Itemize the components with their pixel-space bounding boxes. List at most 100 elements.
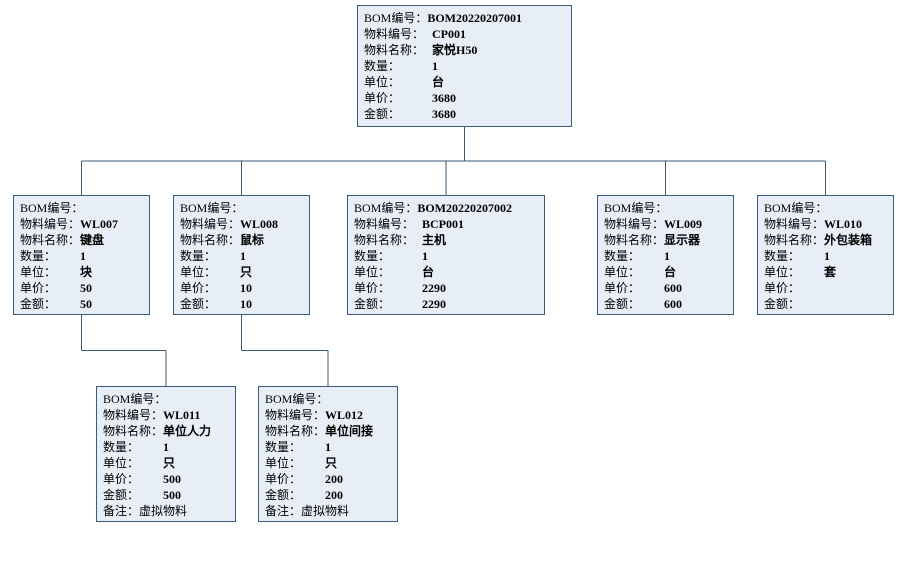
label-amount: 金额： (103, 487, 139, 503)
bom-node-l2-1: BOM编号： 物料编号：WL008 物料名称：鼠标 数量：1 单位：只 单价：1… (173, 195, 310, 315)
label-bom-no: BOM编号： (604, 200, 667, 216)
label-price: 单价： (764, 280, 800, 296)
val-mat-no: WL010 (824, 216, 862, 232)
bom-node-l2-3: BOM编号： 物料编号：WL009 物料名称：显示器 数量：1 单位：台 单价：… (597, 195, 734, 315)
val-price: 3680 (400, 90, 456, 106)
label-amount: 金额： (265, 487, 301, 503)
val-unit: 只 (216, 264, 252, 280)
label-amount: 金额： (180, 296, 216, 312)
label-unit: 单位： (364, 74, 400, 90)
val-mat-no: WL008 (240, 216, 278, 232)
val-mat-name: 鼠标 (240, 232, 264, 248)
label-unit: 单位： (604, 264, 640, 280)
label-bom-no: BOM编号： (103, 391, 166, 407)
val-qty: 1 (390, 248, 428, 264)
label-mat-no: 物料编号： (764, 216, 824, 232)
label-unit: 单位： (354, 264, 390, 280)
val-unit: 台 (400, 74, 444, 90)
bom-node-l2-2: BOM编号：BOM20220207002 物料编号：BCP001 物料名称：主机… (347, 195, 545, 315)
val-price: 500 (139, 471, 181, 487)
label-bom-no: BOM编号： (265, 391, 328, 407)
label-mat-no: 物料编号： (354, 216, 414, 232)
val-mat-no: WL012 (325, 407, 363, 423)
label-bom-no: BOM编号： (354, 200, 417, 216)
label-mat-name: 物料名称： (265, 423, 325, 439)
label-price: 单价： (354, 280, 390, 296)
val-amount: 2290 (390, 296, 446, 312)
val-amount: 500 (139, 487, 181, 503)
val-amount: 50 (56, 296, 92, 312)
label-mat-name: 物料名称： (180, 232, 240, 248)
label-qty: 数量： (764, 248, 800, 264)
val-mat-no: WL007 (80, 216, 118, 232)
label-mat-name: 物料名称： (764, 232, 824, 248)
label-unit: 单位： (180, 264, 216, 280)
val-unit: 块 (56, 264, 92, 280)
val-amount: 10 (216, 296, 252, 312)
val-price: 2290 (390, 280, 446, 296)
label-qty: 数量： (354, 248, 390, 264)
label-amount: 金额： (354, 296, 390, 312)
val-qty: 1 (56, 248, 86, 264)
label-price: 单价： (103, 471, 139, 487)
label-remark: 备注： (103, 503, 139, 519)
bom-node-root: BOM编号：BOM20220207001 物料编号：CP001 物料名称：家悦H… (357, 5, 572, 127)
label-unit: 单位： (20, 264, 56, 280)
label-bom-no: BOM编号： (180, 200, 243, 216)
label-price: 单价： (604, 280, 640, 296)
label-mat-no: 物料编号： (364, 26, 424, 42)
val-bom-no: BOM20220207001 (427, 10, 522, 26)
label-qty: 数量： (364, 58, 400, 74)
bom-node-l2-4: BOM编号： 物料编号：WL010 物料名称：外包装箱 数量：1 单位：套 单价… (757, 195, 894, 315)
label-qty: 数量： (265, 439, 301, 455)
val-bom-no: BOM20220207002 (417, 200, 512, 216)
val-amount: 600 (640, 296, 682, 312)
label-price: 单价： (20, 280, 56, 296)
label-remark: 备注： (265, 503, 301, 519)
val-mat-no: CP001 (424, 26, 466, 42)
bom-node-l2-0: BOM编号： 物料编号：WL007 物料名称：键盘 数量：1 单位：块 单价：5… (13, 195, 150, 315)
val-mat-name: 键盘 (80, 232, 104, 248)
label-price: 单价： (180, 280, 216, 296)
val-mat-name: 单位间接 (325, 423, 373, 439)
label-qty: 数量： (20, 248, 56, 264)
label-mat-no: 物料编号： (265, 407, 325, 423)
val-unit: 台 (390, 264, 434, 280)
label-qty: 数量： (604, 248, 640, 264)
label-qty: 数量： (103, 439, 139, 455)
val-price: 10 (216, 280, 252, 296)
val-mat-name: 显示器 (664, 232, 700, 248)
label-price: 单价： (364, 90, 400, 106)
label-bom-no: BOM编号： (20, 200, 83, 216)
label-price: 单价： (265, 471, 301, 487)
label-mat-name: 物料名称： (354, 232, 414, 248)
label-mat-name: 物料名称： (364, 42, 424, 58)
val-qty: 1 (800, 248, 830, 264)
bom-node-l3-1: BOM编号： 物料编号：WL012 物料名称：单位间接 数量：1 单位：只 单价… (258, 386, 398, 522)
val-qty: 1 (301, 439, 331, 455)
label-mat-no: 物料编号： (604, 216, 664, 232)
val-mat-no: WL011 (163, 407, 200, 423)
val-unit: 台 (640, 264, 676, 280)
label-amount: 金额： (20, 296, 56, 312)
label-amount: 金额： (364, 106, 400, 122)
val-amount: 200 (301, 487, 343, 503)
label-unit: 单位： (103, 455, 139, 471)
val-mat-name: 单位人力 (163, 423, 211, 439)
label-mat-name: 物料名称： (20, 232, 80, 248)
val-mat-name: 外包装箱 (824, 232, 872, 248)
label-amount: 金额： (604, 296, 640, 312)
val-qty: 1 (139, 439, 169, 455)
val-qty: 1 (400, 58, 438, 74)
val-qty: 1 (640, 248, 670, 264)
label-unit: 单位： (764, 264, 800, 280)
val-mat-name: 家悦H50 (424, 42, 477, 58)
val-unit: 只 (301, 455, 337, 471)
label-mat-name: 物料名称： (604, 232, 664, 248)
val-amount: 3680 (400, 106, 456, 122)
label-amount: 金额： (764, 296, 800, 312)
val-mat-name: 主机 (414, 232, 446, 248)
val-remark: 虚拟物料 (139, 503, 187, 519)
val-price: 200 (301, 471, 343, 487)
label-bom-no: BOM编号： (364, 10, 427, 26)
